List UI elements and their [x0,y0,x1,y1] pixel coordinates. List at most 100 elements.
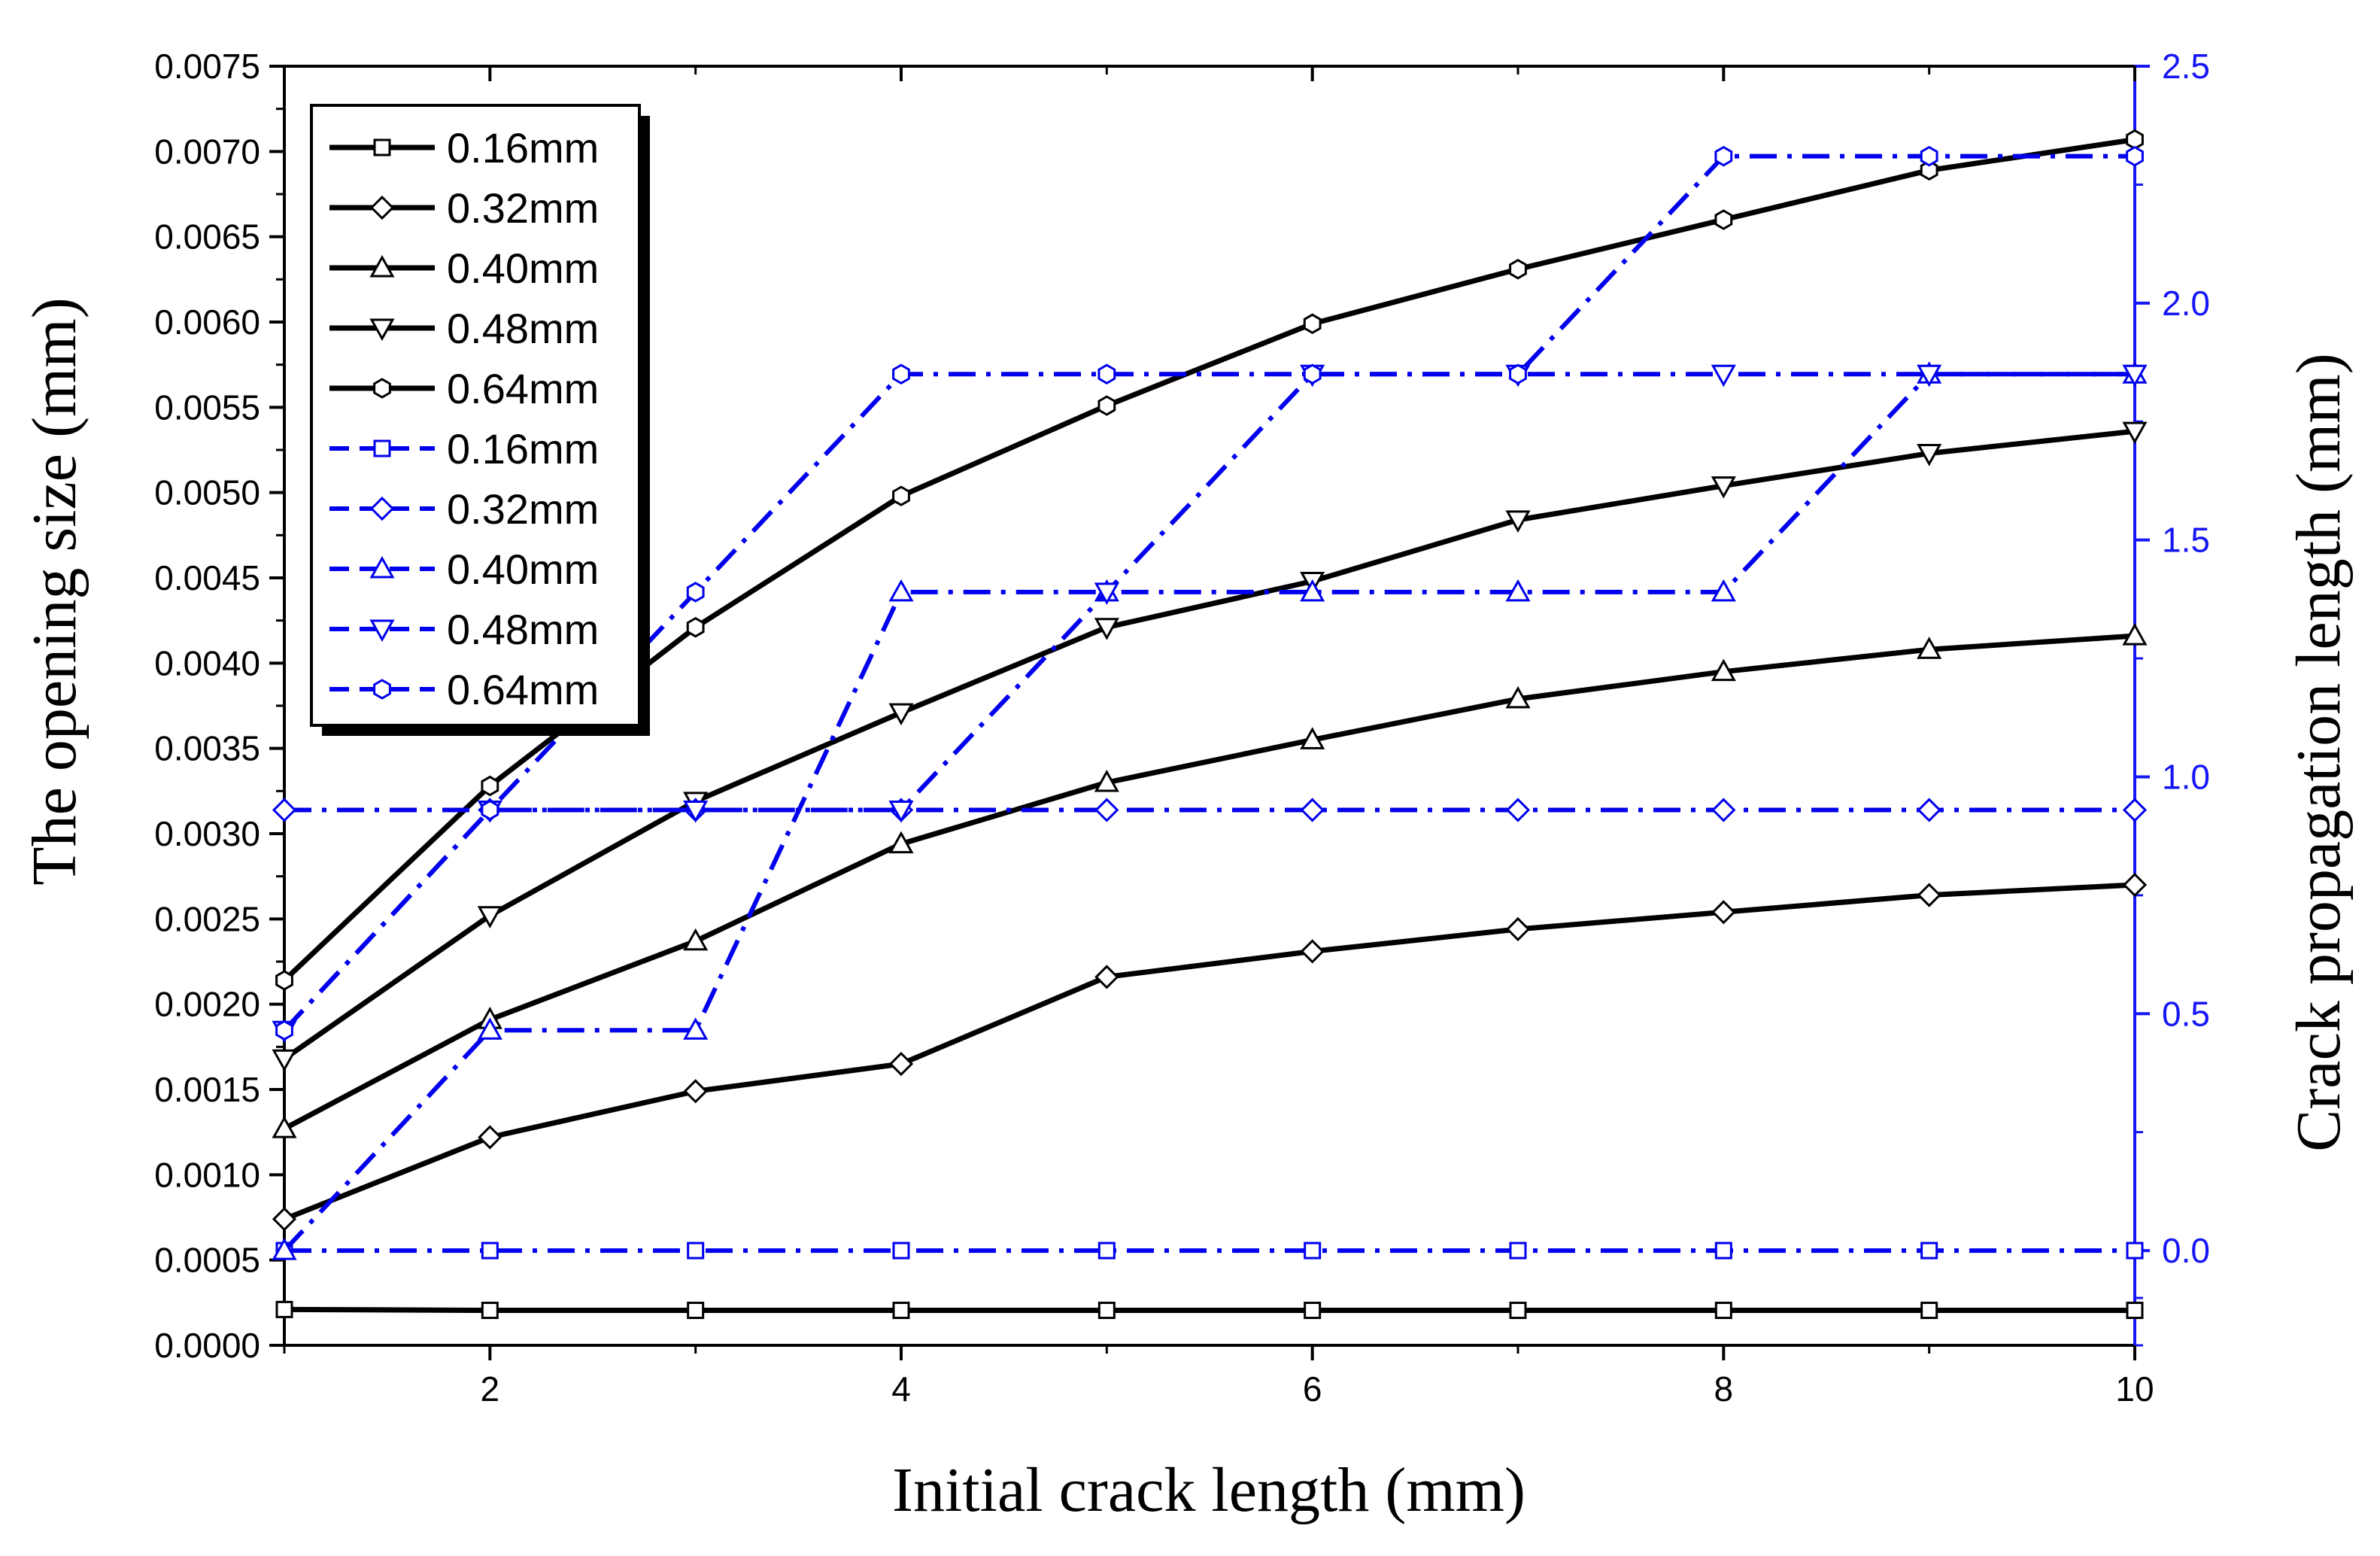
data-point [2122,622,2148,646]
data-point [683,928,709,951]
y-left-axis-title: The opening size (mm) [20,297,90,885]
y-right-tick-label: 2.0 [2162,284,2210,323]
legend-entry: 0.64mm [329,365,599,412]
data-point [1094,769,1119,792]
data-point [1509,363,1527,384]
series-line [283,633,2136,1132]
legend-marker [369,195,395,220]
x-tick-label: 2 [481,1369,500,1409]
y-left-tick-label: 0.0070 [154,132,260,171]
series-line [283,882,2136,1222]
data-point [477,1017,502,1040]
data-point [1711,900,1736,925]
right-axis-ticks: 0.0 0.5 1.0 1.5 2.0 2.5 [2135,47,2210,1347]
data-point [888,831,914,854]
data-point [1505,579,1531,602]
data-point [481,1302,499,1320]
legend-label: 0.64mm [447,365,599,412]
legend-entry: 0.32mm [329,485,599,533]
data-point [2122,421,2148,445]
data-point [1920,145,1938,167]
data-point [272,798,297,822]
legend-entry: 0.48mm [329,606,599,653]
data-point [1917,798,1941,822]
data-point [1509,259,1527,280]
legend-label: 0.32mm [447,485,599,533]
data-point [272,1049,297,1072]
data-point [1917,444,1942,466]
legend-entry: 0.48mm [329,305,599,352]
data-point [1300,727,1325,749]
data-point [1917,637,1942,659]
data-point [1920,1241,1938,1260]
data-point [683,1079,708,1104]
data-point [275,1300,293,1318]
data-point [272,1238,297,1260]
data-point [1300,798,1325,822]
data-point [1711,658,1736,682]
data-point [1714,1241,1732,1260]
data-point [2126,145,2144,167]
data-point [888,703,914,726]
data-point [683,801,709,823]
data-point [1505,916,1531,942]
x-axis-title: Initial crack length (mm) [892,1455,1525,1525]
x-tick-label: 6 [1303,1369,1322,1409]
y-left-tick-label: 0.0030 [154,814,260,853]
legend-label: 0.64mm [447,666,599,713]
series-line [282,428,2136,1062]
data-point [892,485,910,506]
data-point [892,1241,910,1260]
y-left-tick-label: 0.0010 [154,1155,260,1194]
y-left-tick-label: 0.0040 [154,643,260,682]
data-point [1094,965,1119,989]
data-point [1711,476,1736,499]
series-line [282,372,2135,1253]
legend: 0.16mm 0.32mm 0.40mm 0.48mm 0.64mm 0.16mm 0.32… [310,104,650,736]
data-point [1300,939,1325,964]
data-point [272,1116,297,1138]
data-point [481,799,499,821]
data-point [481,775,499,797]
legend-label: 0.40mm [447,245,599,292]
data-point [275,1020,293,1041]
data-point [687,1302,705,1320]
data-point [477,906,502,928]
data-point [2126,1241,2144,1260]
y-left-tick-label: 0.0015 [154,1070,260,1109]
y-right-tick-label: 2.5 [2162,47,2210,86]
legend-label: 0.16mm [447,124,599,172]
y-right-tick-label: 1.5 [2162,521,2210,560]
propagation-length-series-064mm [275,145,2144,1041]
data-point [1920,1302,1938,1320]
y-left-tick-label: 0.0025 [154,899,260,938]
data-point [2122,798,2148,822]
y-left-tick-label: 0.0050 [154,473,260,512]
y-right-tick-label: 1.0 [2162,757,2210,796]
x-tick-label: 8 [1714,1369,1734,1409]
series-line [282,372,2135,1032]
data-point [275,970,293,991]
data-point [888,801,914,823]
left-axis-ticks: 0.0000 0.0005 0.0010 0.0015 0.0020 0.0025 0.00… [154,47,284,1365]
y-left-tick-label: 0.0060 [154,302,260,342]
legend-label: 0.16mm [447,425,599,473]
legend-marker [369,619,395,643]
legend-marker [373,439,391,457]
data-point [1094,618,1119,640]
data-point [2126,129,2144,150]
data-point [686,582,705,603]
x-tick-label: 10 [2115,1369,2154,1409]
data-point [1300,579,1325,602]
legend-entry: 0.40mm [329,546,599,593]
legend-label: 0.48mm [447,606,599,653]
data-point [1304,1241,1322,1260]
legend-entry: 0.64mm [329,666,599,713]
data-point [892,1302,910,1320]
y-left-tick-label: 0.0000 [154,1326,260,1365]
y-left-tick-label: 0.0075 [154,47,260,86]
legend-entry: 0.32mm [329,184,599,232]
y-right-tick-label: 0.5 [2162,994,2210,1033]
data-point [1714,145,1733,167]
data-point [1505,510,1531,533]
